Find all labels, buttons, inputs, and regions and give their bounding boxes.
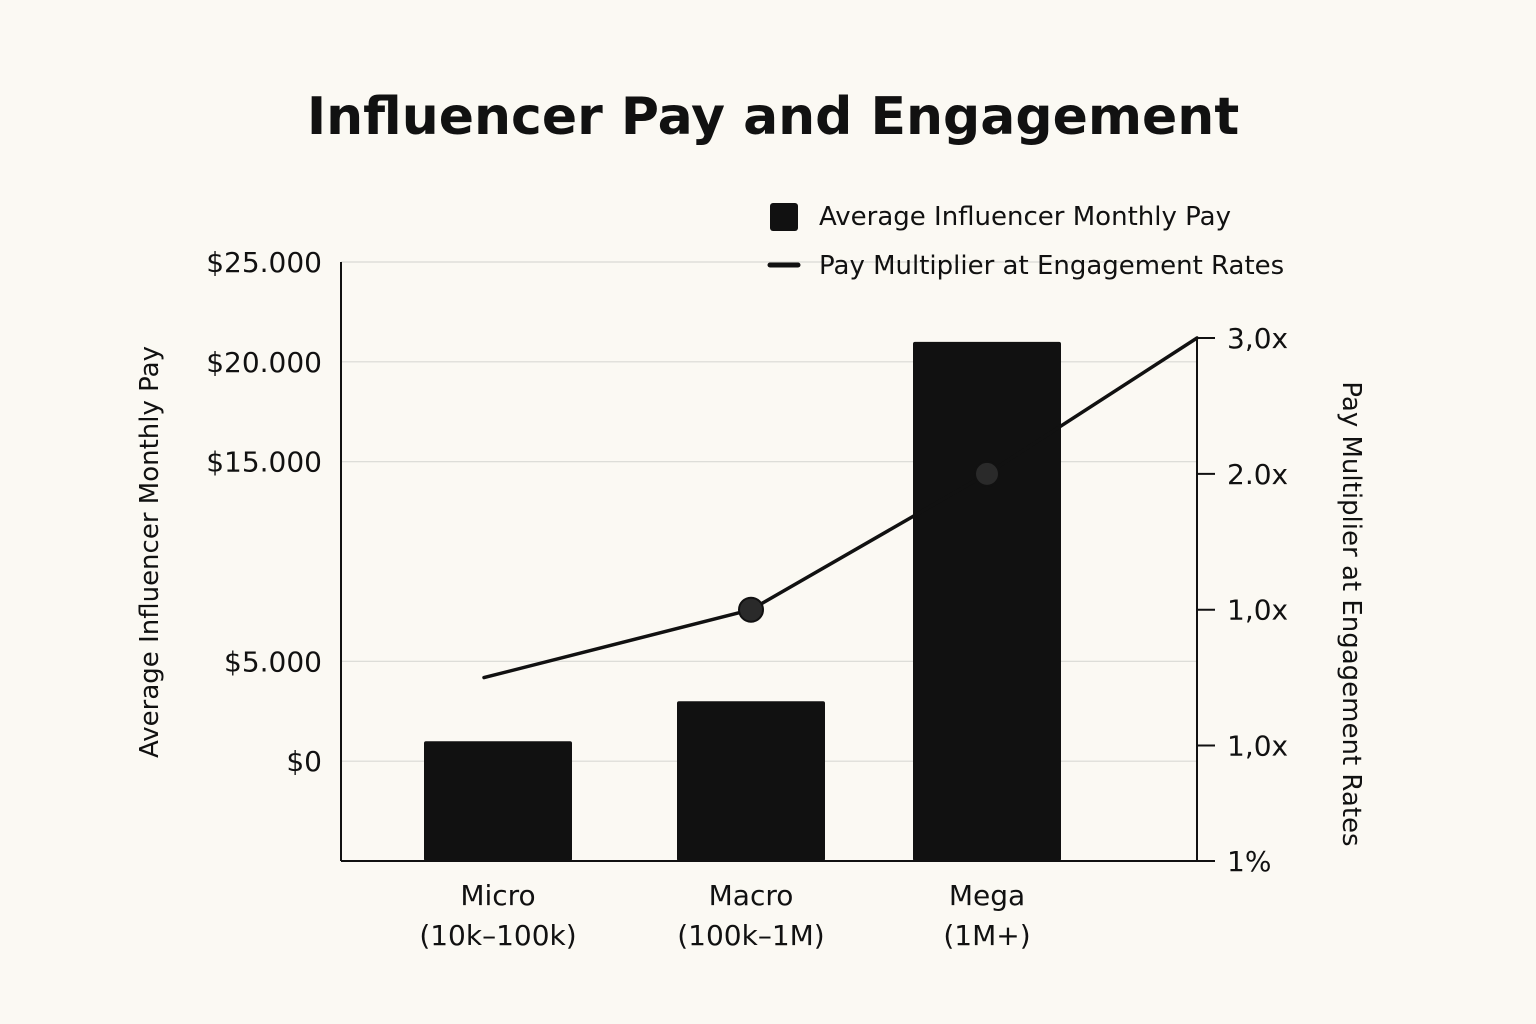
axes xyxy=(340,262,1215,862)
category-label-macro: Macro xyxy=(709,879,794,912)
right-tick-label: 1,0x xyxy=(1227,730,1288,763)
category-sublabel-macro: (100k–1M) xyxy=(677,919,824,952)
category-sublabel-mega: (1M+) xyxy=(943,919,1030,952)
legend-bar-swatch xyxy=(770,203,798,231)
bar-series xyxy=(424,341,1061,861)
chart-title: Influencer Pay and Engagement xyxy=(307,87,1239,147)
legend-item-bar-label: Average Influencer Monthly Pay xyxy=(819,202,1231,232)
bar-mega xyxy=(913,341,1061,861)
left-axis-title: Average Influencer Monthly Pay xyxy=(135,346,165,758)
legend: Average Influencer Monthly Pay Pay Multi… xyxy=(767,202,1284,281)
marker-macro xyxy=(738,596,764,623)
right-tick-label: 3,0x xyxy=(1227,322,1288,355)
category-labels: Micro (10k–100k) Macro (100k–1M) Mega (1M+) xyxy=(419,879,1030,952)
right-tick-label: 1,0x xyxy=(1227,594,1288,627)
gridlines xyxy=(341,261,1197,762)
bar-micro xyxy=(424,741,572,861)
bar-macro xyxy=(677,701,825,861)
legend-item-line-label: Pay Multiplier at Engagement Rates xyxy=(819,251,1284,281)
category-label-mega: Mega xyxy=(949,879,1025,912)
left-tick-label: $0 xyxy=(286,745,322,778)
right-axis-title: Pay Multiplier at Engagement Rates xyxy=(1336,381,1366,846)
left-tick-label: $25.000 xyxy=(206,246,322,279)
right-tick-label: 2.0x xyxy=(1227,458,1288,491)
left-tick-label: $15.000 xyxy=(206,446,322,479)
left-tick-label: $20.000 xyxy=(206,346,322,379)
marker-mega xyxy=(974,460,1000,487)
left-tick-label: $5.000 xyxy=(224,645,322,678)
category-sublabel-micro: (10k–100k) xyxy=(419,919,576,952)
tick-labels: $0 $5.000 $15.000 $20.000 $25.000 1% 1,0x 1,0x 2… xyxy=(206,246,1288,878)
right-tick-label: 1% xyxy=(1227,845,1271,878)
multiplier-line xyxy=(482,336,1199,680)
category-label-micro: Micro xyxy=(460,879,535,912)
line-series xyxy=(482,336,1199,680)
